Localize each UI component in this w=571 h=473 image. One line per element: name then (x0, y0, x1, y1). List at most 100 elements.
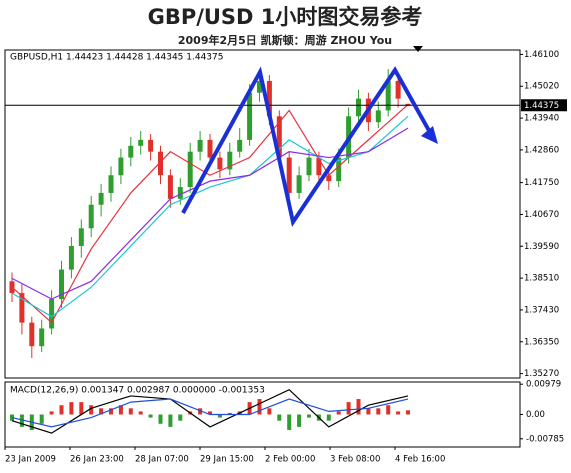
macd-bar (396, 411, 401, 415)
candle-body (207, 139, 213, 158)
y-tick-label: 1.45020 (524, 82, 559, 92)
macd-bar (178, 414, 183, 421)
candle-body (167, 175, 173, 199)
macd-bar (376, 408, 381, 415)
macd-y-tick-label: 0.00 (526, 410, 545, 420)
y-tick-label: 1.41750 (524, 178, 559, 188)
macd-bar (49, 411, 54, 415)
candle-body (59, 269, 64, 300)
macd-bar (267, 408, 272, 415)
macd-bar (138, 411, 143, 415)
macd-bar (208, 411, 212, 415)
macd-bar (217, 414, 222, 418)
macd-bar (168, 414, 173, 427)
candle-body (375, 110, 381, 123)
plot: 1.35270 1.36350 1.37430 1.38510 1.39590 1.406… (4, 50, 567, 465)
candle-body (29, 322, 35, 347)
macd-header: MACD(12,26,9) 0.001347 0.002987 0.000000… (10, 386, 265, 396)
chart-header: GBPUSD,H1 1.44423 1.44428 1.44345 1.4437… (10, 53, 223, 63)
y-tick-label: 1.37430 (524, 305, 559, 315)
candle-body (187, 151, 193, 188)
x-tick-label: 2 Feb 00:00 (265, 455, 315, 465)
x-tick-label: 28 Jan 07:00 (135, 455, 189, 465)
candle-body (316, 157, 322, 176)
macd-bar (257, 399, 262, 415)
candle-body (177, 187, 183, 199)
candle-body (158, 151, 163, 176)
x-tick-label: 26 Jan 23:00 (70, 455, 124, 465)
last-price-box (521, 99, 567, 112)
x-tick-label: 3 Feb 08:00 (330, 455, 380, 465)
candle-body (78, 228, 84, 246)
y-tick-label: 1.46100 (524, 50, 559, 60)
y-tick-label: 1.42860 (524, 145, 559, 155)
y-tick-label: 1.35270 (524, 369, 559, 379)
candle-body (227, 151, 233, 170)
macd-bar (89, 405, 94, 415)
macd-line (11, 389, 409, 434)
candle-body (385, 80, 391, 111)
candle-body (217, 157, 223, 170)
macd-bar (69, 402, 74, 415)
macd-line (11, 398, 409, 428)
candle-body (19, 293, 25, 323)
candle-body (296, 175, 302, 193)
macd-bar (366, 408, 371, 415)
candle-body (257, 80, 262, 93)
macd-bar (297, 414, 302, 427)
chart-subtitle: 2009年2月5日 凯斯顿：周游 ZHOU You (178, 33, 392, 47)
macd-bar (346, 402, 351, 415)
macd-bar (336, 411, 341, 415)
macd-bar (19, 414, 24, 427)
candle-body (356, 98, 361, 117)
macd-bar (99, 408, 104, 415)
candle-body (306, 157, 312, 176)
candle-body (286, 157, 292, 193)
macd-bar (277, 414, 282, 421)
macd-bar (128, 408, 133, 415)
macd-bar (79, 402, 84, 415)
y-tick-label: 1.43940 (524, 114, 559, 124)
candle-body (395, 80, 401, 99)
candle-body (237, 139, 243, 152)
last-price-label: 1.44375 (524, 101, 559, 111)
candle-body (247, 92, 253, 140)
macd-bar (109, 408, 113, 415)
candle-body (326, 175, 332, 182)
moving-average (11, 104, 409, 324)
candle-body (39, 328, 45, 347)
macd-bar (118, 405, 123, 415)
trend-annotation (181, 66, 434, 228)
moving-average (11, 115, 409, 318)
y-tick-label: 1.36350 (524, 337, 559, 347)
y-tick-label: 1.38510 (524, 274, 559, 284)
macd-bar (287, 414, 292, 430)
candle-body (148, 139, 154, 152)
y-tick-label: 1.40670 (524, 210, 559, 220)
moving-average (11, 127, 409, 300)
candle-body (197, 139, 203, 152)
macd-bar (356, 399, 361, 415)
macd-y-tick-label: -0.00785 (526, 434, 564, 444)
macd-bar (158, 414, 163, 424)
macd-y-tick-label: 0.00979 (526, 380, 561, 390)
macd-bar (198, 408, 203, 415)
shift-marker (413, 46, 423, 52)
candle-body (138, 139, 144, 146)
macd-bar (307, 414, 311, 418)
candle-body (336, 157, 342, 182)
trend-arrowhead (421, 126, 438, 144)
candle-body (49, 299, 55, 329)
candle-body (88, 204, 94, 229)
candle-body (266, 80, 272, 117)
candle-body (118, 157, 124, 176)
y-tick-label: 1.39590 (524, 242, 559, 252)
macd-bar (39, 414, 44, 424)
macd-bar (148, 414, 153, 418)
macd-bar (59, 405, 64, 415)
chart-title: GBP/USD 1小时图交易参考 (148, 5, 423, 29)
x-tick-label: 23 Jan 2009 (5, 455, 56, 465)
macd-bar (386, 405, 391, 415)
